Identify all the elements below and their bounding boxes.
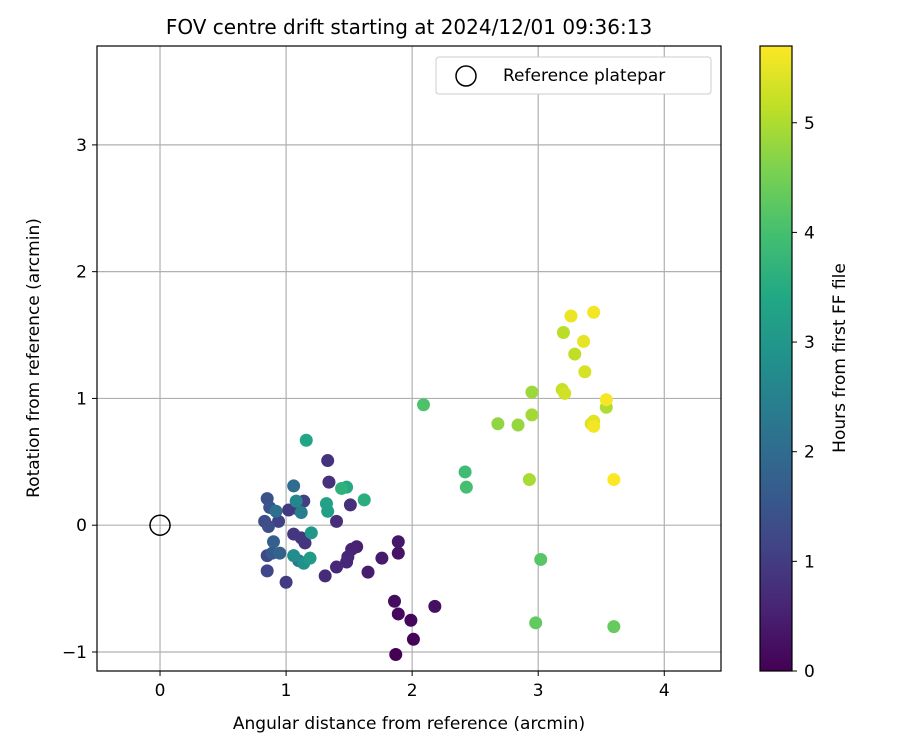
x-tick-label: 3 — [533, 681, 544, 701]
data-point — [321, 454, 335, 468]
data-point — [587, 305, 601, 319]
x-tick-label: 0 — [155, 681, 166, 701]
data-point — [391, 607, 405, 621]
data-point — [340, 555, 354, 569]
data-point — [564, 309, 578, 323]
data-point — [269, 504, 283, 518]
data-point — [599, 393, 613, 407]
y-tick-label: 2 — [76, 263, 87, 283]
data-point — [272, 514, 286, 528]
data-point — [428, 599, 442, 613]
colorbar-tick-label: 1 — [804, 552, 815, 572]
data-point — [330, 560, 344, 574]
data-point — [458, 465, 472, 479]
data-point — [294, 506, 308, 520]
chart-title: FOV centre drift starting at 2024/12/01 … — [166, 15, 652, 39]
data-point — [406, 632, 420, 646]
data-point — [375, 551, 389, 565]
data-point — [522, 473, 536, 487]
colorbar-ticks: 0 1 2 3 4 5 — [792, 114, 815, 682]
colorbar-tick-label: 3 — [804, 333, 815, 353]
x-axis-ticks: 0 1 2 3 4 — [155, 671, 670, 701]
data-point — [607, 620, 621, 634]
data-point — [318, 569, 332, 583]
x-axis-label: Angular distance from reference (arcmin) — [233, 714, 585, 734]
data-point — [330, 514, 344, 528]
data-point — [335, 481, 349, 495]
data-point — [404, 613, 418, 627]
data-point — [322, 475, 336, 489]
data-points — [258, 305, 621, 662]
legend: Reference platepar — [435, 56, 712, 95]
data-point — [534, 552, 548, 566]
data-point — [578, 365, 592, 379]
data-point — [361, 565, 375, 579]
y-axis-ticks: −1 0 1 2 3 — [62, 136, 97, 663]
reference-marker-group — [149, 514, 171, 536]
x-tick-label: 4 — [659, 681, 670, 701]
data-point — [529, 616, 543, 630]
data-point — [287, 527, 301, 541]
plot-frame — [96, 45, 722, 672]
data-point — [556, 326, 570, 340]
data-point — [587, 419, 601, 433]
x-tick-label: 1 — [281, 681, 292, 701]
colorbar-label: Hours from first FF file — [830, 263, 850, 453]
reference-point-marker — [149, 514, 171, 536]
data-point — [525, 408, 539, 422]
y-tick-label: −1 — [62, 643, 87, 663]
y-axis-label: Rotation from reference (arcmin) — [24, 218, 44, 498]
data-point — [568, 347, 582, 361]
data-point — [289, 494, 303, 508]
colorbar-tick-label: 5 — [804, 114, 815, 134]
grid-lines — [97, 46, 721, 671]
legend-reference-marker — [455, 65, 477, 87]
data-point — [389, 648, 403, 662]
colorbar-tick-label: 0 — [804, 662, 815, 682]
data-point — [558, 386, 572, 400]
data-point — [416, 398, 430, 412]
y-tick-label: 0 — [76, 516, 87, 536]
data-point — [261, 519, 275, 533]
plot-area — [97, 46, 721, 671]
data-point — [391, 546, 405, 560]
colorbar-tick-label: 2 — [804, 443, 815, 463]
data-point — [491, 417, 505, 431]
data-point — [260, 564, 274, 578]
legend-reference-label: Reference platepar — [503, 66, 665, 86]
colorbar-gradient — [759, 45, 793, 672]
data-point — [279, 575, 293, 589]
data-point — [273, 546, 287, 560]
legend-box — [435, 56, 712, 95]
data-point — [304, 526, 318, 540]
data-point — [287, 549, 301, 563]
data-point — [525, 385, 539, 399]
data-point — [319, 497, 333, 511]
colorbar-tick-label: 4 — [804, 223, 815, 243]
data-point — [266, 535, 280, 549]
data-point — [303, 551, 317, 565]
data-point — [282, 503, 296, 517]
colorbar: 0 1 2 3 4 5 Hours from first FF file — [759, 45, 850, 682]
data-point — [511, 418, 525, 432]
data-point — [299, 433, 313, 447]
x-tick-label: 2 — [407, 681, 418, 701]
data-point — [607, 473, 621, 487]
data-point — [343, 498, 357, 512]
data-point — [391, 535, 405, 549]
data-point — [357, 493, 371, 507]
y-tick-label: 1 — [76, 389, 87, 409]
data-point — [388, 594, 402, 608]
data-point — [459, 480, 473, 494]
data-point — [577, 334, 591, 348]
data-point — [287, 479, 301, 493]
y-tick-label: 3 — [76, 136, 87, 156]
